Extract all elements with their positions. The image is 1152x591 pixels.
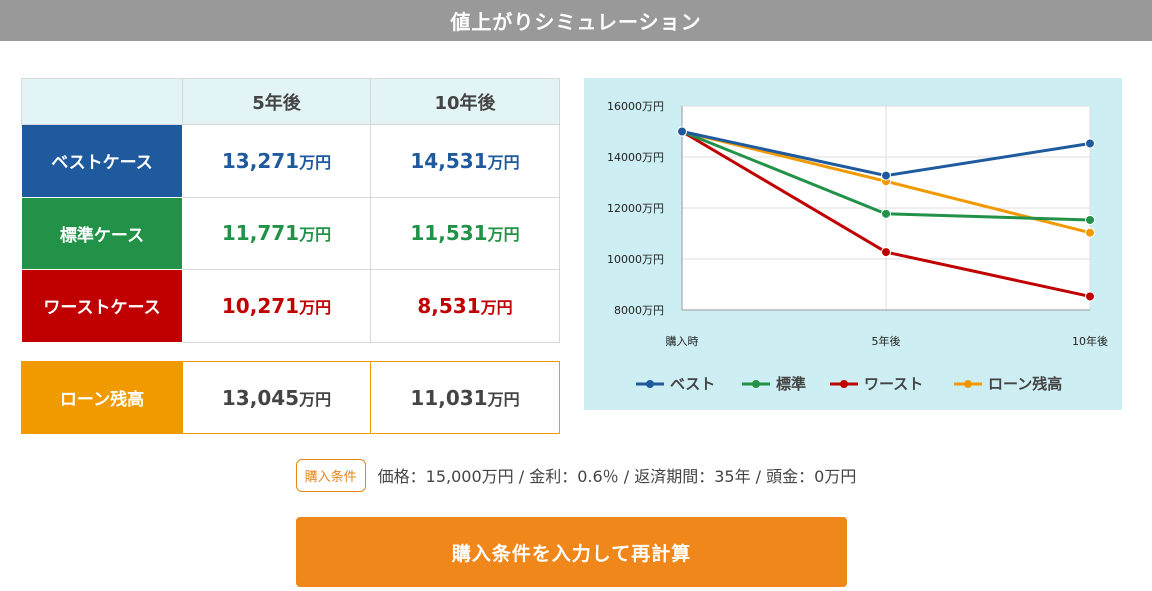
data-point-ベスト (677, 126, 687, 137)
worst-5-years-value: 10,271万円 (182, 269, 371, 343)
loan-10-years-value: 11,031万円 (370, 361, 560, 434)
data-point-ベスト (881, 170, 891, 181)
x-tick-label: 5年後 (872, 334, 901, 348)
row-label-worst: ワーストケース (21, 269, 183, 343)
purchase-conditions: 購入条件 価格：15,000万円 / 金利：0.6％ / 返済期間：35年 / … (0, 458, 1152, 492)
table-row-worst: ワーストケース 10,271万円 8,531万円 (21, 269, 560, 343)
page-title: 値上がりシミュレーション (0, 0, 1152, 41)
legend-label: ワースト (864, 375, 923, 393)
standard-10-years-value: 11,531万円 (370, 196, 560, 270)
data-point-標準 (881, 208, 891, 219)
x-tick-label: 購入時 (666, 334, 699, 348)
data-point-ローン残高 (1085, 227, 1095, 238)
y-tick-label: 12000万円 (607, 202, 664, 215)
table-row-best: ベストケース 13,271万円 14,531万円 (21, 124, 560, 198)
table-row-standard: 標準ケース 11,771万円 11,531万円 (21, 196, 560, 270)
simulation-table: 5年後 10年後 ベストケース 13,271万円 14,531万円 標準ケース … (21, 78, 560, 343)
conditions-badge: 購入条件 (295, 458, 366, 492)
y-tick-label: 14000万円 (607, 151, 664, 164)
header-empty (21, 78, 183, 125)
price-chart: 16000万円 14000万円 12000万円 10000万円 8000万円購入時 5年後… (584, 78, 1122, 410)
table-row-loan: ローン残高 13,045万円 11,031万円 (21, 361, 560, 434)
standard-5-years-value: 11,771万円 (182, 196, 371, 270)
recalculate-button[interactable]: 購入条件を入力して再計算 (296, 517, 847, 587)
data-point-ワースト (881, 247, 891, 258)
data-point-ワースト (1085, 291, 1095, 302)
worst-10-years-value: 8,531万円 (370, 269, 560, 343)
legend-marker (646, 380, 654, 388)
y-tick-label: 16000万円 (607, 100, 664, 113)
header-10-years: 10年後 (370, 78, 560, 125)
header-5-years: 5年後 (182, 78, 371, 125)
y-tick-label: 10000万円 (607, 253, 664, 266)
legend-marker (752, 380, 760, 388)
y-tick-label: 8000万円 (614, 304, 664, 317)
legend-label: ベスト (670, 375, 715, 393)
legend-label: ローン残高 (988, 375, 1062, 393)
legend-label: 標準 (776, 375, 806, 393)
legend-marker (964, 380, 972, 388)
row-label-standard: 標準ケース (21, 196, 183, 270)
loan-5-years-value: 13,045万円 (182, 361, 371, 434)
loan-balance-table: ローン残高 13,045万円 11,031万円 (21, 361, 560, 434)
data-point-ベスト (1085, 138, 1095, 149)
row-label-loan: ローン残高 (21, 361, 183, 434)
data-point-標準 (1085, 214, 1095, 225)
table-header-row: 5年後 10年後 (21, 78, 560, 125)
conditions-text: 価格：15,000万円 / 金利：0.6％ / 返済期間：35年 / 頭金：0万… (377, 467, 857, 486)
row-label-best: ベストケース (21, 124, 183, 198)
best-5-years-value: 13,271万円 (182, 124, 371, 198)
x-tick-label: 10年後 (1072, 334, 1108, 348)
legend-marker (840, 380, 848, 388)
best-10-years-value: 14,531万円 (370, 124, 560, 198)
